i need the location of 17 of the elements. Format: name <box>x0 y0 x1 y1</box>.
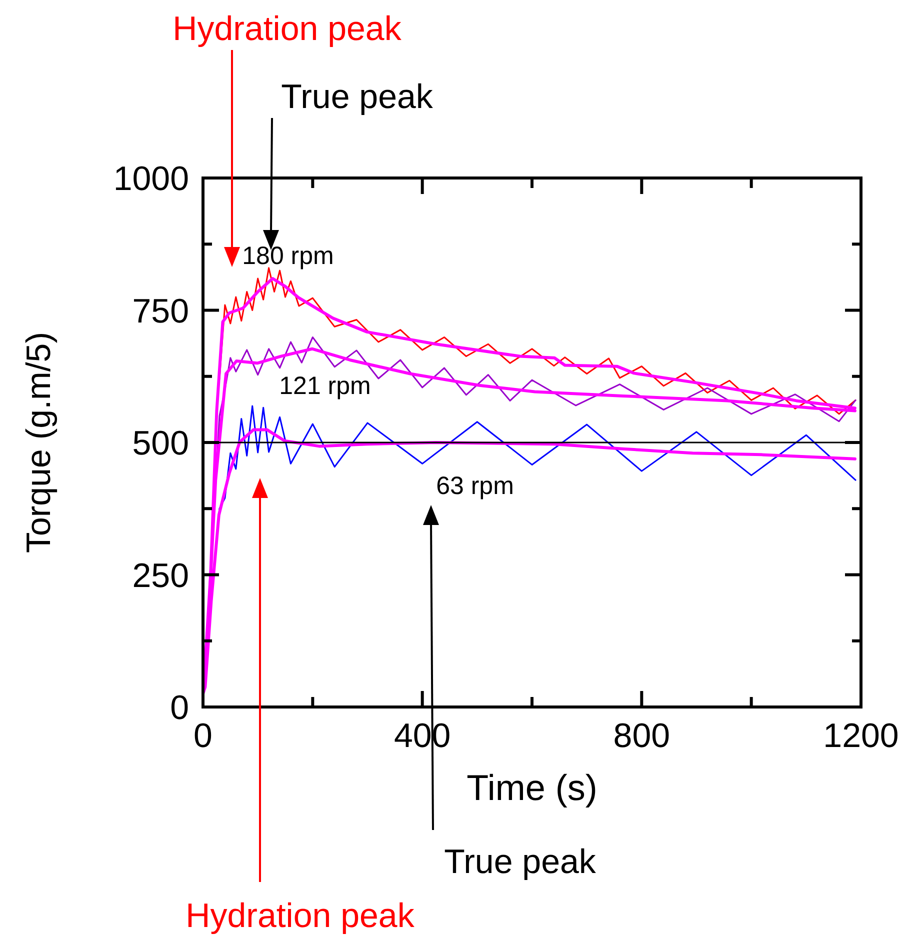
y-tick-label: 1000 <box>113 160 189 198</box>
y-axis-title: Torque (g.m/5) <box>20 332 58 554</box>
series-label: 121 rpm <box>279 372 371 400</box>
text: Hydration peak <box>186 897 416 935</box>
text: Hydration peak <box>172 10 402 48</box>
text: True peak <box>444 843 597 881</box>
x-tick-label: 800 <box>613 717 670 755</box>
x-axis-title: Time (s) <box>466 767 598 808</box>
y-tick-label: 500 <box>132 424 189 462</box>
x-tick-label: 1200 <box>823 717 899 755</box>
text: True peak <box>281 78 434 116</box>
y-tick-label: 0 <box>170 689 189 727</box>
y-tick-label: 750 <box>132 292 189 330</box>
y-tick-label: 250 <box>132 556 189 595</box>
legend-label: 180 rpm <box>242 242 334 270</box>
x-tick-label: 0 <box>194 717 212 755</box>
series-label: 63 rpm <box>436 472 514 500</box>
